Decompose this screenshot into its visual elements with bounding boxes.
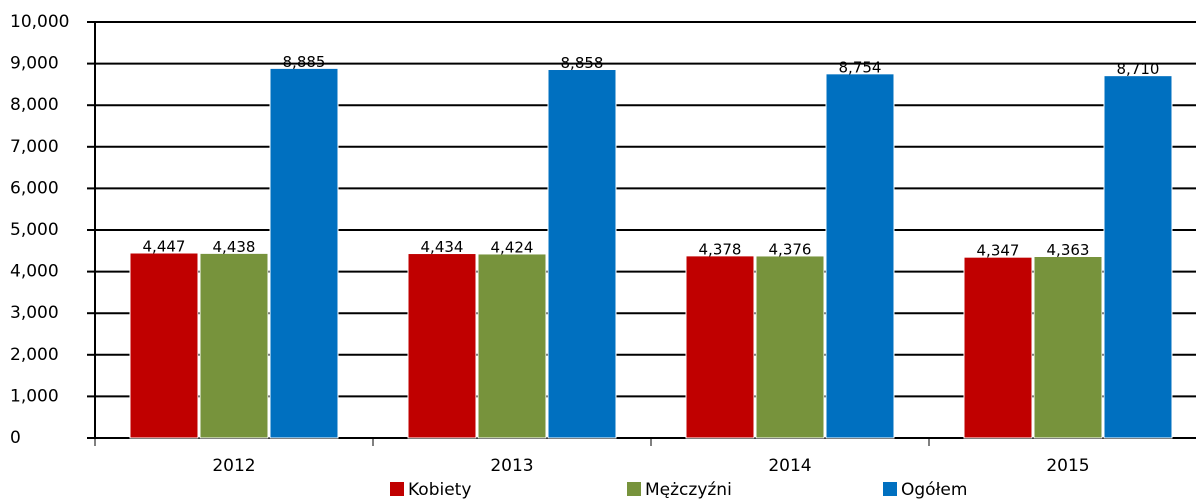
bar (269, 67, 339, 439)
value-label: 4,376 (769, 240, 812, 258)
value-label: 4,438 (213, 238, 256, 256)
bar (129, 252, 199, 439)
x-tick-label: 2012 (212, 456, 255, 476)
bar (685, 255, 755, 439)
y-tick-label: 3,000 (10, 303, 59, 323)
y-tick-label: 4,000 (10, 262, 59, 282)
value-label: 4,424 (491, 238, 534, 256)
y-tick-label: 5,000 (10, 220, 59, 240)
y-tick-label: 9,000 (10, 54, 59, 74)
legend-swatch (627, 482, 641, 496)
bar (477, 253, 547, 439)
legend-label: Ogółem (901, 480, 967, 500)
value-label: 4,347 (977, 242, 1020, 260)
bar (407, 253, 477, 439)
x-tick-label: 2013 (490, 456, 533, 476)
value-label: 4,434 (421, 238, 464, 256)
value-label: 4,378 (699, 240, 742, 258)
y-tick-label: 10,000 (10, 12, 69, 32)
y-tick-label: 8,000 (10, 95, 59, 115)
bar (1103, 75, 1173, 439)
y-tick-label: 1,000 (10, 386, 59, 406)
value-label: 4,447 (143, 238, 186, 256)
legend-swatch (883, 482, 897, 496)
value-label: 8,754 (839, 58, 882, 76)
legend-label: Mężczyźni (645, 480, 732, 500)
value-label: 8,858 (561, 54, 604, 72)
value-label: 4,363 (1047, 241, 1090, 259)
bar (547, 69, 617, 439)
value-label: 8,710 (1117, 60, 1160, 78)
bar (199, 252, 269, 439)
x-tick-label: 2014 (768, 456, 811, 476)
legend-label: Kobiety (408, 480, 471, 500)
bar (755, 255, 825, 439)
y-tick-label: 2,000 (10, 345, 59, 365)
y-tick-label: 6,000 (10, 178, 59, 198)
x-tick-label: 2015 (1046, 456, 1089, 476)
value-label: 8,885 (283, 53, 326, 71)
legend-swatch (390, 482, 404, 496)
bar (825, 73, 895, 439)
y-tick-label: 7,000 (10, 137, 59, 157)
y-tick-label: 0 (10, 428, 21, 448)
bar (963, 256, 1033, 439)
bar (1033, 255, 1103, 439)
